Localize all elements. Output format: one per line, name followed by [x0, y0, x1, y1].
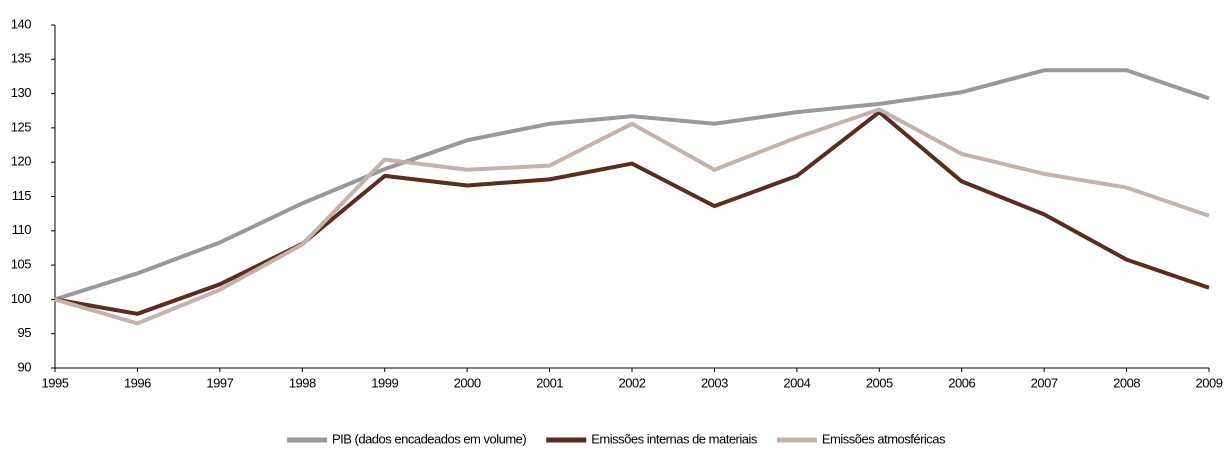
x-tick-label: 2009 — [1196, 375, 1223, 390]
y-tick-label: 105 — [11, 257, 31, 272]
y-tick-label: 110 — [12, 222, 31, 237]
x-tick-label: 1996 — [124, 375, 151, 390]
x-tick-label: 2008 — [1113, 375, 1140, 390]
y-tick-label: 115 — [12, 188, 31, 203]
y-tick-label: 135 — [11, 51, 31, 66]
y-tick-label: 100 — [11, 291, 31, 306]
x-tick-label: 2001 — [536, 375, 563, 390]
series-line — [54, 68, 1210, 302]
legend-label: Emissões internas de materiais — [591, 431, 758, 446]
y-tick-label: 130 — [11, 85, 31, 100]
x-tick-label: 1999 — [371, 375, 398, 390]
y-tick-label: 120 — [11, 154, 31, 169]
legend-label: Emissões atmosféricas — [822, 431, 946, 446]
x-tick-label: 2006 — [948, 375, 975, 390]
x-tick-label: 2007 — [1031, 375, 1058, 390]
series-line — [54, 110, 1210, 316]
series-line — [54, 107, 1210, 326]
y-tick-label: 95 — [18, 325, 32, 340]
x-tick-label: 2004 — [783, 375, 810, 390]
legend-label: PIB (dados encadeados em volume) — [332, 431, 526, 446]
x-tick-label: 2003 — [701, 375, 728, 390]
x-tick-label: 2002 — [619, 375, 646, 390]
y-tick-label: 125 — [11, 119, 31, 134]
y-tick-label: 90 — [18, 359, 32, 374]
x-tick-label: 2005 — [866, 375, 893, 390]
x-tick-label: 2000 — [454, 375, 481, 390]
x-tick-label: 1998 — [289, 375, 316, 390]
x-tick-label: 1997 — [206, 375, 233, 390]
x-tick-label: 1995 — [42, 375, 69, 390]
y-tick-label: 140 — [11, 16, 31, 31]
